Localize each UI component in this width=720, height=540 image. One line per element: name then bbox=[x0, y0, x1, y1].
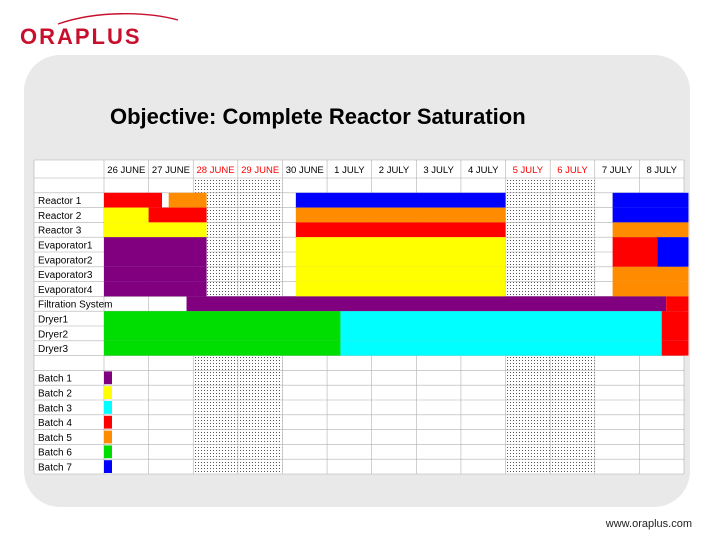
resource-label: Reactor 1 bbox=[38, 196, 82, 207]
resource-label: Filtration System bbox=[38, 300, 112, 311]
schedule-bar bbox=[657, 252, 689, 267]
resource-label: Dryer3 bbox=[38, 344, 68, 355]
column-header: 5 JULY bbox=[513, 165, 544, 176]
schedule-bar bbox=[612, 281, 689, 297]
resource-label: Reactor 2 bbox=[38, 211, 82, 222]
schedule-bar bbox=[104, 222, 207, 238]
column-header: 6 JULY bbox=[557, 165, 588, 176]
resource-label: Evaporator4 bbox=[38, 285, 93, 296]
schedule-bar bbox=[661, 340, 689, 356]
schedule-bar bbox=[612, 222, 689, 238]
schedule-bar bbox=[104, 237, 207, 252]
resource-label: Evaporator1 bbox=[38, 241, 93, 252]
resource-label: Evaporator3 bbox=[38, 270, 93, 281]
column-header: 1 JULY bbox=[334, 165, 365, 176]
resource-label: Reactor 3 bbox=[38, 226, 82, 237]
schedule-bar bbox=[612, 237, 658, 252]
schedule-bar bbox=[340, 340, 662, 356]
schedule-bar bbox=[612, 266, 689, 282]
legend-label: Batch 2 bbox=[38, 389, 72, 400]
schedule-bar bbox=[661, 326, 689, 341]
schedule-bar bbox=[295, 281, 506, 297]
schedule-bar bbox=[186, 296, 667, 312]
schedule-bar bbox=[295, 222, 506, 238]
column-header: 26 JUNE bbox=[107, 165, 145, 176]
legend-swatch bbox=[104, 371, 112, 385]
schedule-bar bbox=[148, 207, 207, 223]
legend-swatch bbox=[104, 386, 112, 399]
schedule-bar bbox=[104, 252, 207, 267]
resource-label: Evaporator2 bbox=[38, 255, 93, 266]
schedule-bar bbox=[104, 340, 341, 356]
column-header: 3 JULY bbox=[423, 165, 454, 176]
schedule-bar bbox=[295, 237, 506, 252]
schedule-bar bbox=[661, 311, 689, 326]
schedule-bar bbox=[104, 326, 341, 341]
schedule-bar bbox=[612, 207, 689, 223]
legend-swatch bbox=[104, 401, 112, 414]
schedule-bar bbox=[295, 207, 506, 223]
column-header: 30 JUNE bbox=[286, 165, 324, 176]
legend-label: Batch 4 bbox=[38, 418, 72, 429]
schedule-bar bbox=[104, 192, 162, 208]
logo-text: ORAPLUS bbox=[20, 24, 142, 48]
schedule-bar bbox=[104, 266, 207, 282]
legend-swatch bbox=[104, 445, 112, 459]
column-header: 4 JULY bbox=[468, 165, 499, 176]
legend-swatch bbox=[104, 460, 112, 473]
footer-url: www.oraplus.com bbox=[605, 518, 692, 530]
schedule-bar bbox=[612, 192, 689, 208]
legend-label: Batch 7 bbox=[38, 463, 72, 474]
schedule-bar bbox=[104, 207, 149, 223]
legend-label: Batch 1 bbox=[38, 374, 72, 385]
oraplus-logo: ORAPLUS bbox=[20, 13, 179, 48]
legend-swatch bbox=[104, 430, 112, 444]
schedule-bar bbox=[666, 296, 689, 312]
column-header: 28 JUNE bbox=[197, 165, 235, 176]
column-header: 29 JUNE bbox=[241, 165, 279, 176]
resource-label: Dryer1 bbox=[38, 315, 68, 326]
legend-label: Batch 5 bbox=[38, 433, 72, 444]
schedule-bar bbox=[340, 326, 662, 341]
column-header: 2 JULY bbox=[379, 165, 410, 176]
schedule-bar bbox=[295, 192, 506, 208]
schedule-bar bbox=[104, 311, 341, 326]
legend-label: Batch 3 bbox=[38, 403, 72, 414]
logo-swoosh bbox=[57, 13, 179, 25]
schedule-bar bbox=[657, 237, 689, 252]
column-header: 7 JULY bbox=[602, 165, 633, 176]
schedule-bar bbox=[295, 252, 506, 267]
legend-label: Batch 6 bbox=[38, 448, 72, 459]
schedule-bar bbox=[340, 311, 662, 326]
schedule-bar bbox=[295, 266, 506, 282]
legend-swatch bbox=[104, 415, 112, 429]
schedule-bar bbox=[612, 252, 658, 267]
resource-label: Dryer2 bbox=[38, 329, 68, 340]
column-header: 8 JULY bbox=[646, 165, 677, 176]
schedule-bar bbox=[104, 281, 207, 297]
slide-title: Objective: Complete Reactor Saturation bbox=[110, 104, 526, 129]
schedule-bar bbox=[168, 192, 207, 208]
column-header: 27 JUNE bbox=[152, 165, 190, 176]
